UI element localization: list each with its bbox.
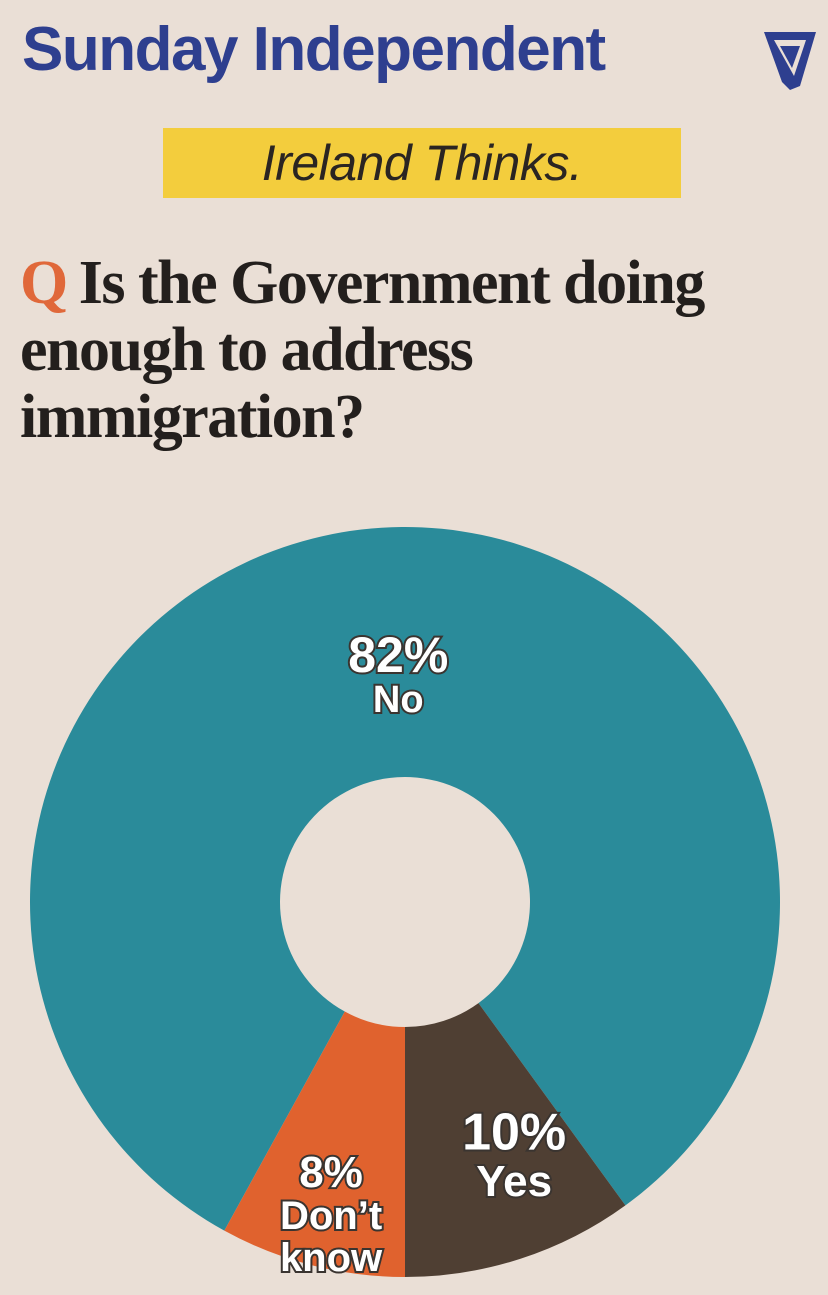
donut-slice-no	[29, 526, 780, 1231]
data-label-no-value: 82%	[348, 627, 448, 683]
data-label-yes-category: Yes	[476, 1157, 552, 1206]
data-label-yes-value: 10%	[462, 1104, 566, 1162]
question-prefix: Q	[20, 249, 68, 317]
harp-logo-icon	[764, 32, 816, 90]
data-label-dont-know-value: 8%	[299, 1148, 363, 1197]
data-label-dont-know-category: Don’t	[280, 1194, 382, 1238]
data-label-no-category: No	[373, 679, 424, 721]
poll-question: Q Is the Government doing enough to addre…	[20, 250, 810, 451]
donut-slice-yes	[405, 1003, 626, 1277]
section-tag: Ireland Thinks.	[163, 128, 681, 198]
masthead-title: Sunday Independent	[22, 15, 606, 84]
question-text: Is the Government doing enough to addres…	[20, 249, 705, 451]
section-tag-text: Ireland Thinks.	[261, 135, 583, 191]
donut-slice-dont-know	[224, 1011, 405, 1277]
data-label-dont-know-category: know	[280, 1236, 383, 1280]
